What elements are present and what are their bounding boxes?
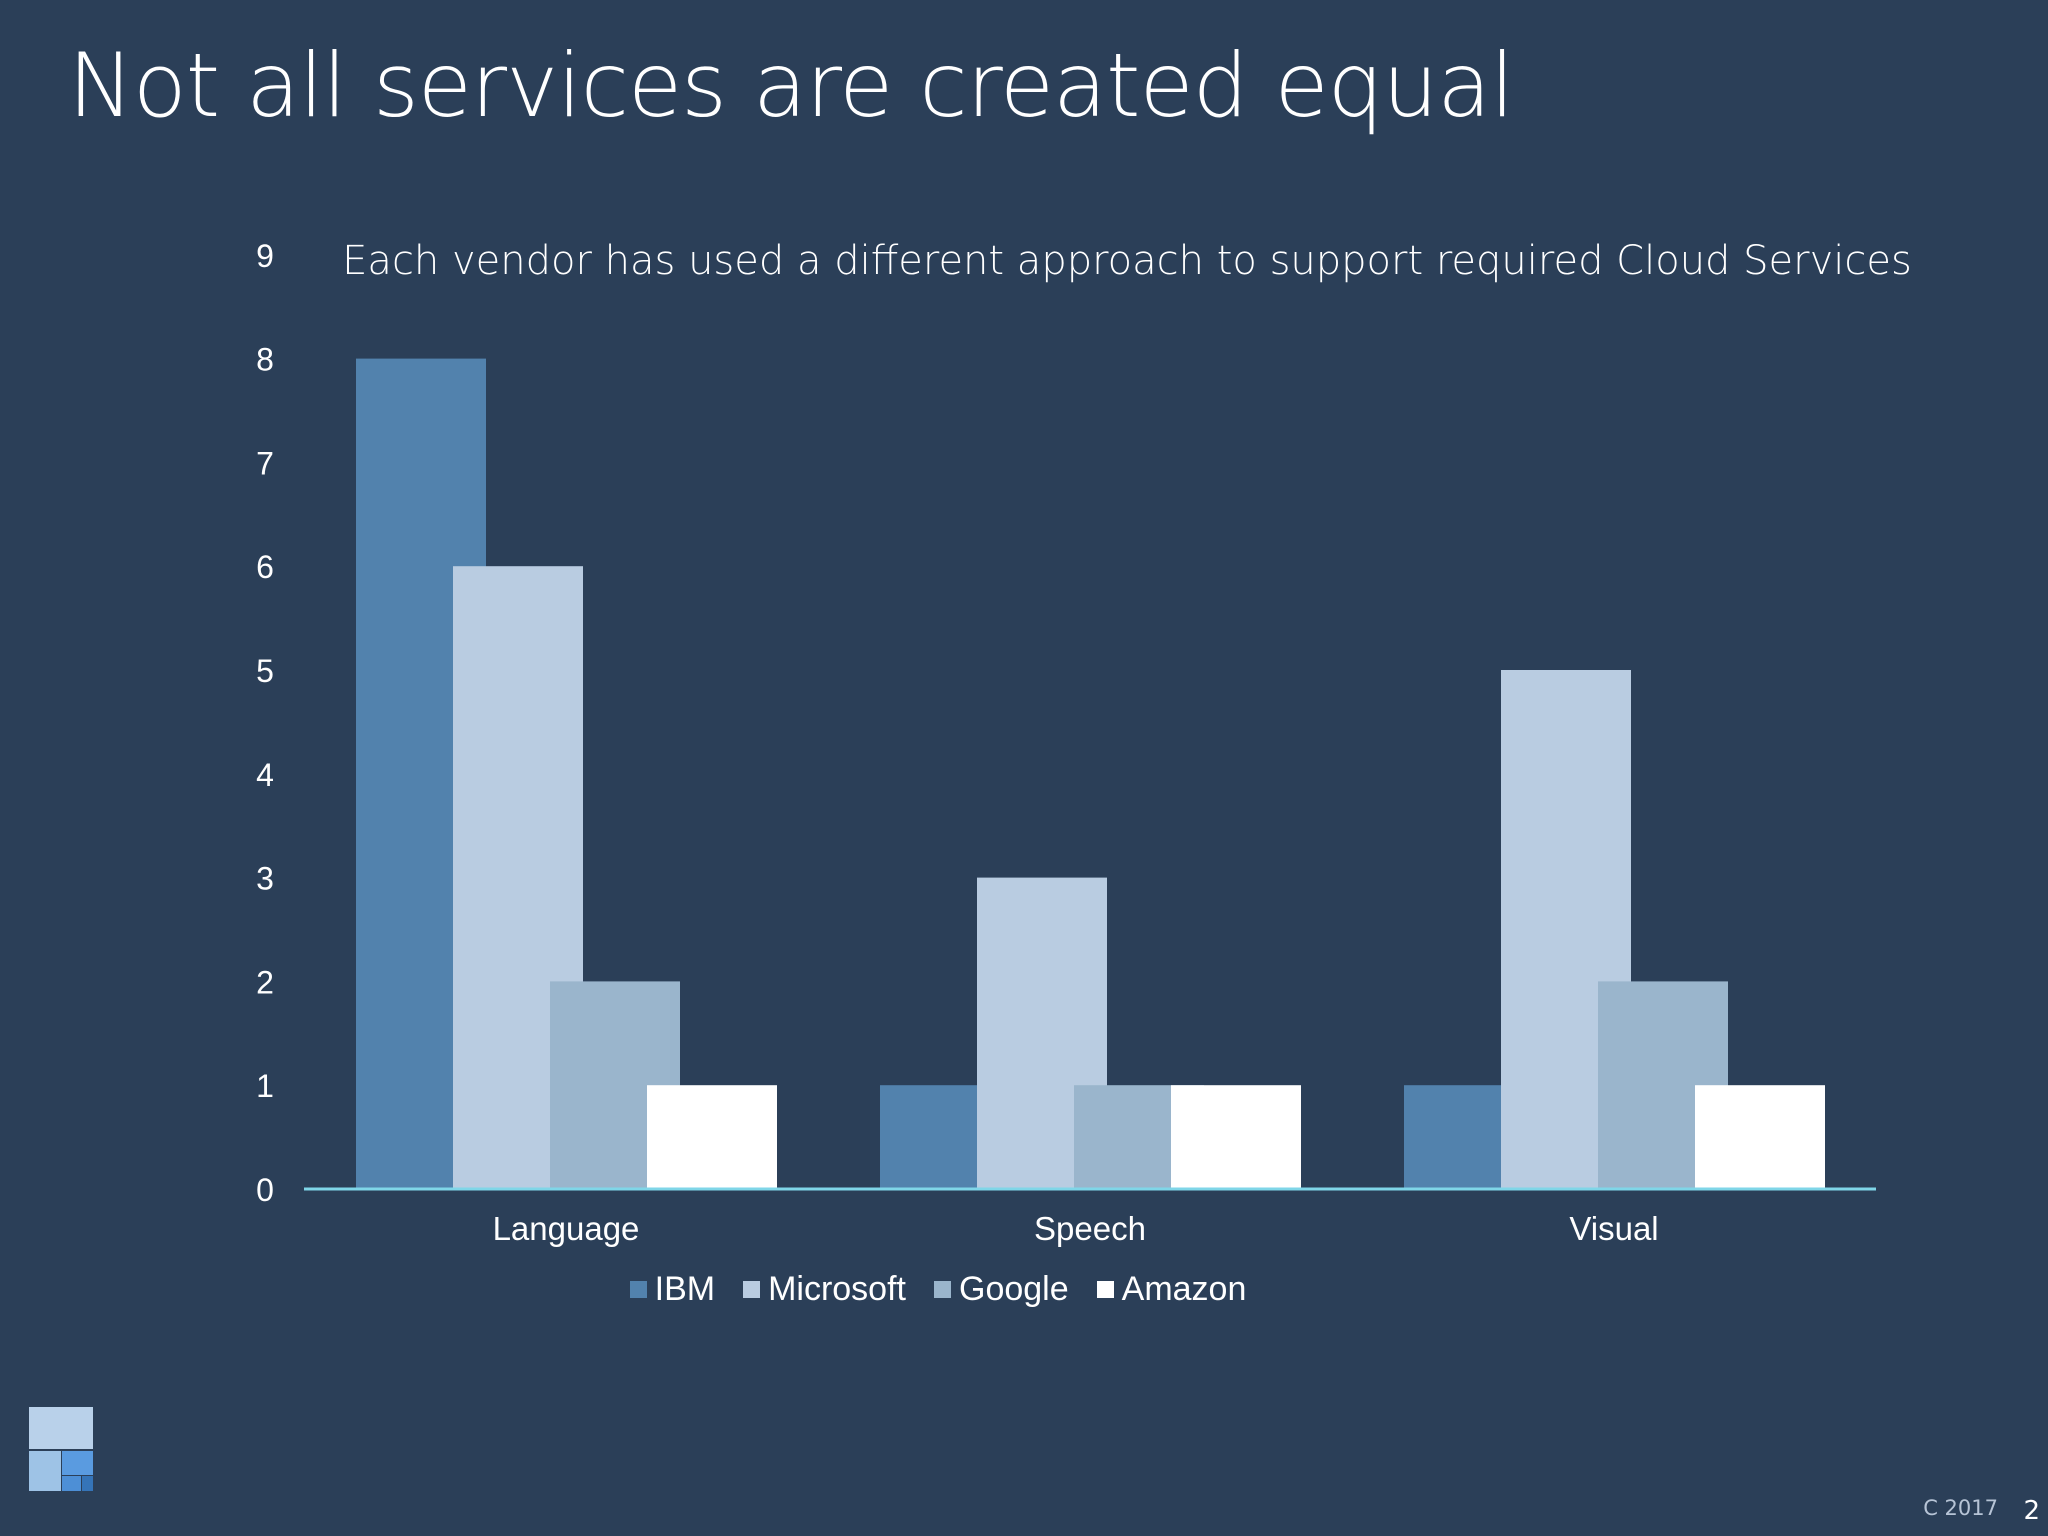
bars xyxy=(356,358,1825,1190)
legend-swatch xyxy=(1096,1281,1114,1298)
y-tick-label: 8 xyxy=(256,342,274,378)
legend-label: Microsoft xyxy=(768,1270,906,1308)
company-logo xyxy=(29,1407,93,1491)
y-tick-label: 3 xyxy=(256,861,274,897)
legend-swatch xyxy=(934,1281,951,1298)
x-tick-label: Speech xyxy=(1034,1210,1146,1247)
y-tick-label: 7 xyxy=(256,445,274,481)
legend-label: Google xyxy=(959,1270,1069,1308)
legend-item: Amazon xyxy=(1096,1270,1247,1309)
y-tick-label: 9 xyxy=(256,238,274,274)
y-tick-label: 1 xyxy=(256,1068,274,1104)
y-tick-label: 2 xyxy=(256,964,274,1000)
x-tick-label: Visual xyxy=(1569,1210,1658,1247)
legend-label: Amazon xyxy=(1121,1270,1247,1308)
y-axis-ticks: 0 1 2 3 4 5 6 7 8 9 xyxy=(256,238,274,1208)
page-number: 2 xyxy=(2023,1496,2040,1526)
y-tick-label: 6 xyxy=(256,549,274,585)
slide-title: Not all services are created equal xyxy=(68,34,1515,137)
legend-item: Google xyxy=(934,1270,1069,1309)
bar-amazon-speech xyxy=(1171,1085,1301,1189)
legend-label: IBM xyxy=(654,1270,716,1308)
y-tick-label: 5 xyxy=(256,653,274,689)
chart-title: Each vendor has used a different approac… xyxy=(342,238,1912,284)
bar-amazon-language xyxy=(647,1085,777,1189)
legend-swatch xyxy=(743,1281,761,1298)
legend-item: IBM xyxy=(629,1270,716,1309)
x-tick-label: Language xyxy=(493,1210,640,1247)
y-tick-label: 4 xyxy=(256,757,274,793)
legend-swatch xyxy=(629,1281,647,1298)
x-axis-labels: Language Speech Visual xyxy=(493,1210,1659,1247)
y-tick-label: 0 xyxy=(256,1172,274,1208)
chart-legend: IBM Microsoft Google Amazon xyxy=(0,1270,1876,1309)
bar-amazon-visual xyxy=(1695,1085,1825,1189)
footer-year: C 2017 xyxy=(1923,1496,1998,1520)
legend-item: Microsoft xyxy=(743,1270,906,1309)
